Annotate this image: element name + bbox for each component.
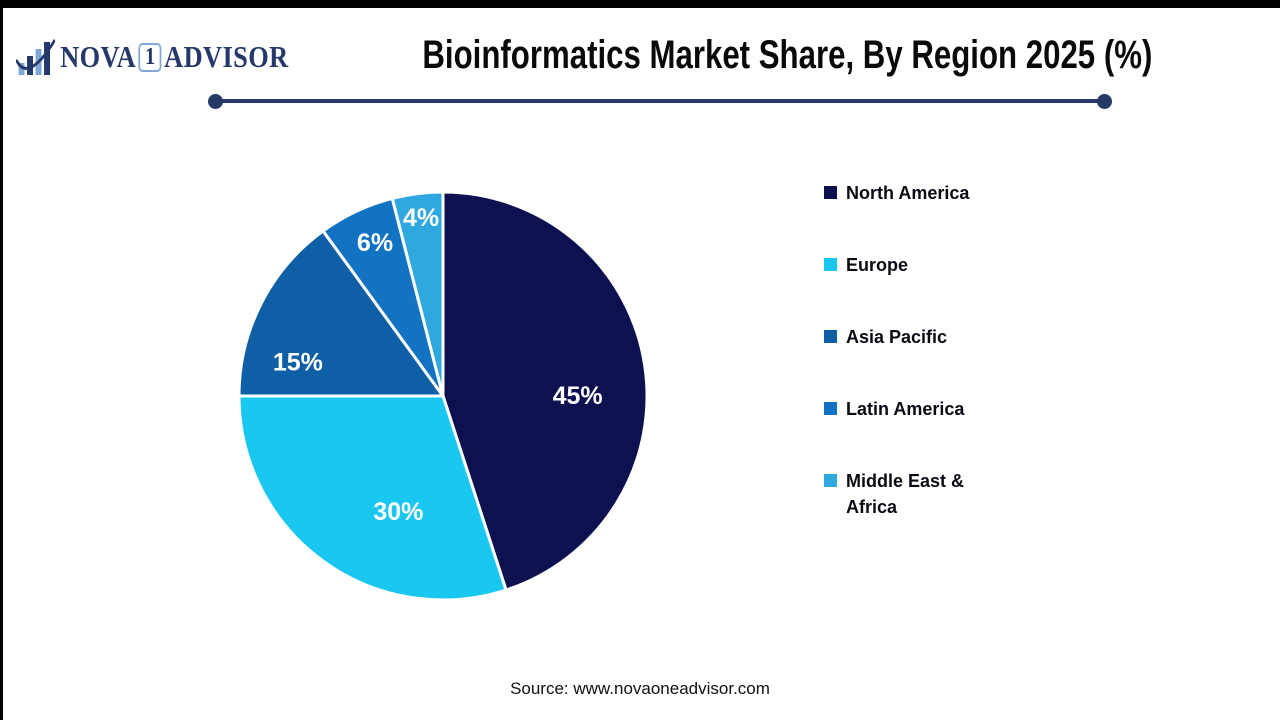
chart-legend: North America Europe Asia Pacific Latin Ame… <box>824 180 1006 566</box>
screen-edge-top <box>0 0 1280 8</box>
legend-label: Middle East & Africa <box>846 471 965 517</box>
pie-slice-north-america <box>441 190 649 592</box>
pie-slice-middle-east-africa <box>390 190 445 398</box>
pie-slice-asia-pacific <box>237 229 445 398</box>
source-note: Source: www.novaoneadvisor.com <box>510 679 770 698</box>
bar-chart-swoosh-icon <box>16 39 56 75</box>
pie-label-middle-east-africa: 4% <box>403 204 439 232</box>
brand-number-badge: 1 <box>138 42 162 72</box>
pie-label-north-america: 45% <box>553 382 603 410</box>
page-title: Bioinformatics Market Share, By Region 2… <box>422 33 1153 77</box>
legend-item-europe: Europe <box>824 252 1006 278</box>
divider-dot-left <box>208 93 223 109</box>
divider-dot-right <box>1097 93 1112 109</box>
legend-swatch <box>824 402 837 415</box>
legend-item-asia-pacific: Asia Pacific <box>824 324 1006 350</box>
pie-label-asia-pacific: 15% <box>273 349 323 377</box>
pie-slice-europe <box>237 394 508 602</box>
legend-item-north-america: North America <box>824 180 1006 206</box>
pie-chart: 45% 30% 15% 6% 4% <box>237 190 649 602</box>
brand-name-prefix: NOVA <box>60 39 137 74</box>
pie-label-europe: 30% <box>373 498 423 526</box>
title-divider <box>208 93 1112 109</box>
legend-swatch <box>824 186 837 199</box>
pie-label-latin-america: 6% <box>357 229 393 257</box>
screen-edge-left <box>0 0 3 720</box>
legend-label: Europe <box>846 255 909 275</box>
legend-item-latin-america: Latin America <box>824 396 1006 422</box>
legend-swatch <box>824 258 837 271</box>
legend-label: Latin America <box>846 399 965 419</box>
legend-label: North America <box>846 183 970 203</box>
legend-label: Asia Pacific <box>846 327 948 347</box>
legend-swatch <box>824 474 837 487</box>
brand-name-suffix: ADVISOR <box>164 39 289 74</box>
legend-swatch <box>824 330 837 343</box>
legend-item-middle-east-africa: Middle East & Africa <box>824 468 1006 520</box>
brand-logo: NOVA 1 ADVISOR <box>16 36 289 78</box>
